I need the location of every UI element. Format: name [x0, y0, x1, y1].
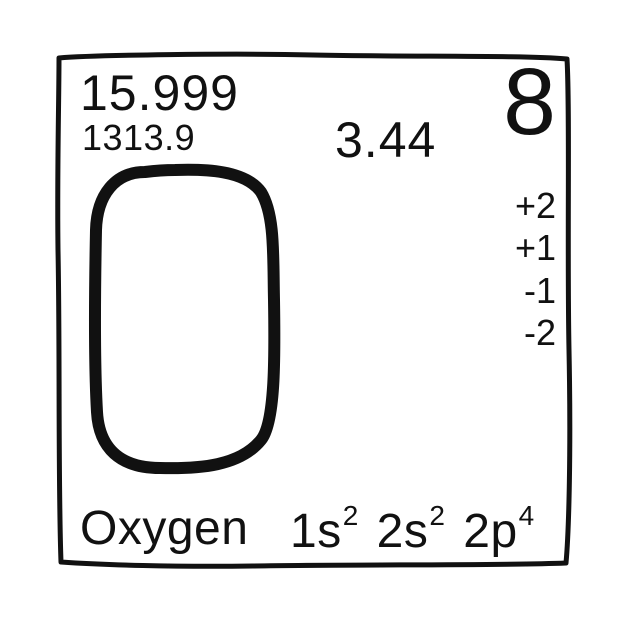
ionization-energy: 1313.9 — [82, 120, 195, 156]
econfig-sup: 4 — [519, 500, 535, 531]
electronegativity: 3.44 — [335, 115, 436, 165]
oxidation-state: -1 — [515, 270, 556, 312]
oxidation-state: +1 — [515, 227, 556, 269]
econfig-term: 1s — [290, 505, 342, 558]
oxidation-state: +2 — [515, 185, 556, 227]
econfig-sup: 2 — [343, 500, 359, 531]
econfig-term: 2p — [463, 505, 517, 558]
atomic-number: 8 — [503, 55, 556, 150]
electron-configuration: 1s2 2s2 2p4 — [290, 500, 539, 559]
oxidation-states: +2 +1 -1 -2 — [515, 185, 556, 355]
oxidation-state: -2 — [515, 312, 556, 354]
econfig-term: 2s — [377, 505, 429, 558]
element-name: Oxygen — [80, 505, 248, 553]
element-symbol — [85, 160, 285, 480]
atomic-mass: 15.999 — [80, 68, 239, 118]
element-tile: 15.999 1313.9 3.44 8 +2 +1 -1 -2 Oxygen … — [0, 0, 626, 626]
econfig-sup: 2 — [429, 500, 445, 531]
